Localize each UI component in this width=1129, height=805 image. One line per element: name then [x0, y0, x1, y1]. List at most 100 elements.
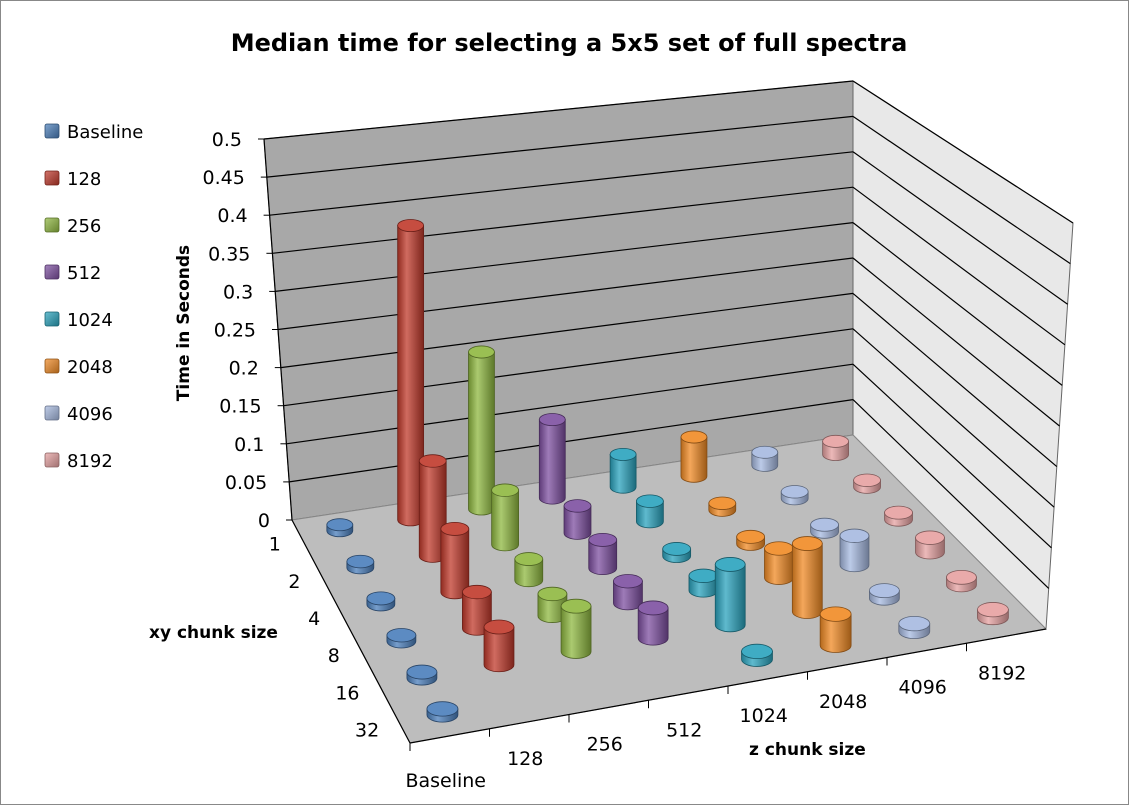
- bar-128-xy-16: [483, 619, 515, 673]
- legend-swatch: [44, 405, 60, 421]
- bar-512-xy-16: [637, 600, 669, 646]
- bar-2048-xy-2: [708, 496, 737, 517]
- x-tick-label: 256: [587, 734, 623, 756]
- bar-512-xy-8: [613, 574, 643, 611]
- gridline-back: [263, 80, 854, 140]
- gridline-back: [289, 399, 854, 483]
- gridline-back: [272, 186, 854, 254]
- x-axis-line: [409, 628, 1047, 744]
- bar-256-xy-8: [537, 586, 568, 623]
- legend-item-128: 128: [44, 169, 101, 190]
- legend-item-8192: 8192: [44, 451, 113, 472]
- bar-2048-xy-16: [791, 536, 823, 619]
- bar-Baseline-xy-16: [406, 664, 438, 686]
- gridline-side: [852, 257, 1060, 427]
- legend-swatch: [44, 264, 60, 280]
- gridline-side: [852, 292, 1058, 468]
- legend-item-4096: 4096: [44, 404, 113, 425]
- x-axis-title: z chunk size: [749, 740, 866, 760]
- bar-1024-xy-8: [688, 568, 719, 598]
- x-tick-label: 1024: [740, 705, 788, 727]
- bar-2048-xy-4: [736, 529, 765, 551]
- z-axis-line: [263, 138, 293, 521]
- bar-4096-xy-2: [780, 485, 809, 506]
- z-tick-label: 0.2: [229, 358, 259, 380]
- bar-256-xy-16: [560, 598, 592, 659]
- legend-swatch: [44, 452, 60, 468]
- legend-label: 4096: [67, 404, 113, 425]
- bar-128-xy-1: [397, 219, 425, 527]
- xy-tick-label: 16: [335, 682, 359, 704]
- bar-1024-xy-16: [714, 557, 746, 633]
- bar-512-xy-4: [588, 532, 618, 575]
- z-tick-label: 0.05: [225, 472, 267, 494]
- bar-2048-xy-32: [819, 606, 852, 653]
- bar-8192-xy-4: [884, 505, 913, 527]
- legend-label: 512: [67, 263, 101, 284]
- bar-8192-xy-16: [946, 569, 977, 593]
- z-tick-label: 0.1: [234, 434, 264, 456]
- z-axis-title: Time in Seconds: [174, 245, 194, 401]
- bar-8192-xy-32: [977, 602, 1009, 626]
- xy-tick-label: 1: [269, 534, 281, 556]
- y-axis-line: [291, 519, 411, 744]
- z-tick-label: 0.45: [202, 167, 244, 189]
- legend-swatch: [44, 358, 60, 374]
- gridline-side: [852, 186, 1066, 346]
- bar-8192-xy-2: [853, 473, 881, 494]
- gridline-side: [852, 363, 1052, 549]
- bar-512-xy-2: [563, 499, 592, 540]
- legend-label: 2048: [67, 357, 113, 378]
- bar-2048-xy-8: [764, 541, 794, 585]
- gridline-back: [275, 222, 854, 292]
- gridline-back: [277, 257, 854, 331]
- xy-axis-title: xy chunk size: [149, 623, 278, 643]
- bar-128-xy-8: [462, 584, 492, 636]
- bar-Baseline-xy-2: [346, 554, 375, 575]
- gridline-back: [266, 115, 854, 178]
- gridline-side: [852, 80, 1074, 224]
- legend-label: 256: [67, 216, 101, 237]
- bar-1024-xy-1: [609, 447, 637, 494]
- bar-Baseline-xy-32: [426, 701, 459, 723]
- bar-4096-xy-16: [869, 583, 900, 606]
- gridline-side: [852, 222, 1063, 386]
- legend-label: 8192: [67, 451, 113, 472]
- gridline-side: [852, 115, 1071, 265]
- chart-title: Median time for selecting a 5x5 set of f…: [231, 29, 908, 57]
- legend-label: 1024: [67, 310, 113, 331]
- legend-item-256: 256: [44, 216, 101, 237]
- legend-swatch: [44, 311, 60, 327]
- bar-Baseline-xy-4: [366, 591, 396, 612]
- bar-4096-xy-32: [898, 615, 931, 639]
- bar-1024-xy-2: [636, 494, 664, 529]
- bar-8192-xy-8: [915, 530, 945, 560]
- bar-1024-xy-4: [662, 542, 692, 563]
- bar-Baseline-xy-1: [326, 518, 354, 538]
- z-tick-label: 0.25: [214, 320, 256, 342]
- legend-label: Baseline: [67, 122, 143, 143]
- z-tick-label: 0.35: [208, 243, 250, 265]
- x-tick-label: 8192: [978, 662, 1026, 684]
- x-tick-label: Baseline: [405, 770, 486, 792]
- xy-tick-label: 8: [328, 645, 340, 667]
- z-tick-label: 0: [258, 510, 270, 532]
- x-tick-label: 4096: [899, 677, 947, 699]
- x-tick-label: 2048: [819, 691, 867, 713]
- bar-1024-xy-32: [741, 643, 773, 667]
- bar-256-xy-2: [491, 483, 519, 552]
- legend-swatch: [44, 123, 60, 139]
- bar-4096-xy-4: [810, 517, 839, 539]
- bar-512-xy-1: [538, 413, 566, 505]
- bar-128-xy-4: [440, 521, 470, 600]
- legend-swatch: [44, 170, 60, 186]
- xy-tick-label: 2: [288, 571, 300, 593]
- bar-256-xy-1: [468, 345, 495, 516]
- gridline-side: [852, 399, 1050, 589]
- gridline-back: [286, 363, 854, 445]
- z-tick-label: 0.5: [212, 129, 242, 151]
- gridline-side: [852, 151, 1068, 305]
- bar-8192-xy-1: [822, 434, 849, 461]
